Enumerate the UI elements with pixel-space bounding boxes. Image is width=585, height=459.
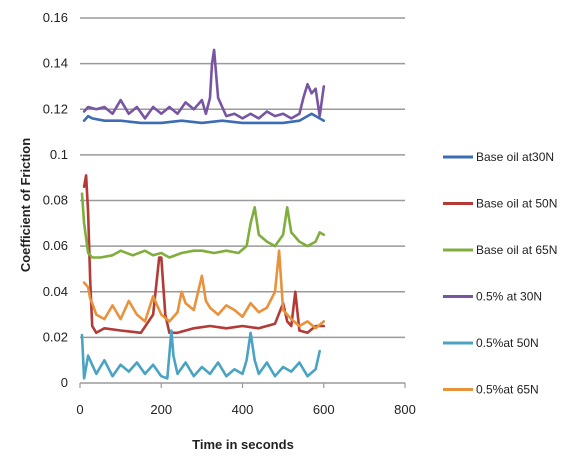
y-tick-label: 0.1 (50, 147, 68, 162)
y-tick-label: 0.08 (43, 193, 68, 208)
y-tick-label: 0 (61, 375, 68, 390)
legend-label: 0.5%at 50N (476, 336, 539, 350)
legend-label: Base oil at 50N (476, 197, 557, 211)
legend: Base oil at30N Base oil at 50N Base oil at… (443, 150, 557, 397)
y-tick-label: 0.04 (43, 284, 68, 299)
legend-item: Base oil at 65N (443, 243, 557, 257)
x-axis-title: Time in seconds (192, 437, 294, 452)
series-line-4 (82, 48, 326, 120)
legend-item: 0.5%at 65N (443, 383, 539, 397)
x-tick-label: 0 (76, 402, 83, 417)
x-tick-label: 800 (394, 402, 416, 417)
legend-item: 0.5% at 30N (443, 290, 542, 304)
series-line-6 (82, 249, 326, 330)
legend-label: Base oil at 65N (476, 243, 557, 257)
legend-item: Base oil at30N (443, 150, 554, 164)
y-tick-label: 0.14 (43, 56, 68, 71)
y-tick-labels: 0 0.02 0.04 0.06 0.08 0.1 0.12 0.14 0.16 (43, 10, 68, 390)
x-tick-label: 600 (313, 402, 335, 417)
legend-label: Base oil at30N (476, 150, 554, 164)
y-tick-label: 0.06 (43, 238, 68, 253)
legend-item: 0.5%at 50N (443, 336, 539, 350)
gridlines (80, 17, 405, 339)
series-line-1 (82, 112, 326, 125)
series-line-5 (80, 329, 322, 380)
series-line-2 (82, 174, 326, 335)
series-line-3 (80, 192, 326, 259)
y-tick-label: 0.02 (43, 329, 68, 344)
y-axis-title: Coefficient of Friction (18, 138, 33, 272)
series-lines (80, 48, 326, 380)
legend-label: 0.5%at 65N (476, 383, 539, 397)
y-tick-label: 0.16 (43, 10, 68, 25)
x-tick-label: 200 (150, 402, 172, 417)
y-tick-label: 0.12 (43, 101, 68, 116)
legend-item: Base oil at 50N (443, 197, 557, 211)
x-tick-labels: 0 200 400 600 800 (76, 383, 416, 417)
x-tick-label: 400 (232, 402, 254, 417)
legend-label: 0.5% at 30N (476, 290, 542, 304)
